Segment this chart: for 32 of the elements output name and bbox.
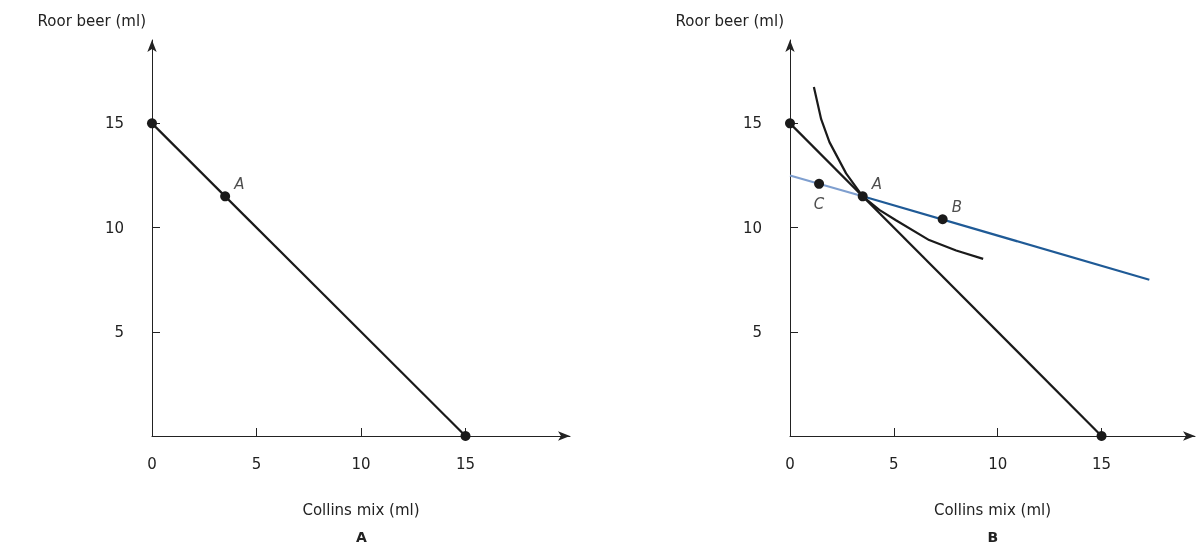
point bbox=[147, 118, 157, 129]
x-tick-label: 0 bbox=[147, 454, 157, 473]
x-tick-label: 15 bbox=[455, 454, 476, 473]
y-tick-label: 5 bbox=[114, 322, 124, 341]
x-tick-label: 5 bbox=[889, 454, 899, 473]
annotation: A bbox=[233, 175, 245, 194]
annotation: B bbox=[951, 198, 962, 217]
text: B bbox=[987, 529, 999, 545]
x-axis-title: Collins mix (ml) bbox=[933, 500, 1052, 519]
point bbox=[937, 214, 948, 225]
y-axis-title: Roor beer (ml) bbox=[675, 11, 784, 30]
x-tick-label: 10 bbox=[988, 454, 1008, 473]
point bbox=[857, 191, 868, 202]
point bbox=[785, 118, 795, 129]
y-tick-label: 15 bbox=[104, 114, 124, 133]
x-tick-label: 10 bbox=[351, 454, 371, 473]
x-axis-title: Collins mix (ml) bbox=[302, 500, 420, 519]
annotation: A bbox=[870, 175, 882, 194]
y-tick-label: 5 bbox=[752, 322, 762, 341]
y-axis-title: Roor beer (ml) bbox=[37, 11, 146, 30]
annotation: C bbox=[813, 195, 825, 214]
point bbox=[460, 431, 471, 441]
x-tick-label: 15 bbox=[1091, 454, 1112, 473]
point bbox=[1096, 431, 1107, 441]
x-tick-label: 5 bbox=[251, 454, 262, 473]
point bbox=[814, 178, 825, 189]
y-tick-label: 10 bbox=[104, 218, 124, 237]
text: A bbox=[356, 529, 367, 545]
y-tick-label: 15 bbox=[742, 114, 762, 133]
point bbox=[220, 191, 231, 202]
x-tick-label: 0 bbox=[785, 454, 795, 473]
y-tick-label: 10 bbox=[742, 218, 762, 237]
